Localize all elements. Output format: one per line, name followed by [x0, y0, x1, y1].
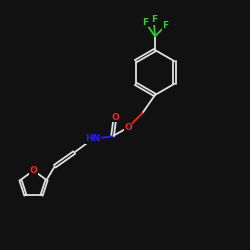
- Text: O: O: [111, 113, 119, 122]
- Text: O: O: [124, 123, 132, 132]
- Text: HN: HN: [86, 134, 100, 143]
- Text: O: O: [30, 166, 37, 175]
- Text: F: F: [162, 21, 168, 30]
- Text: F: F: [151, 16, 157, 24]
- Text: F: F: [142, 18, 148, 27]
